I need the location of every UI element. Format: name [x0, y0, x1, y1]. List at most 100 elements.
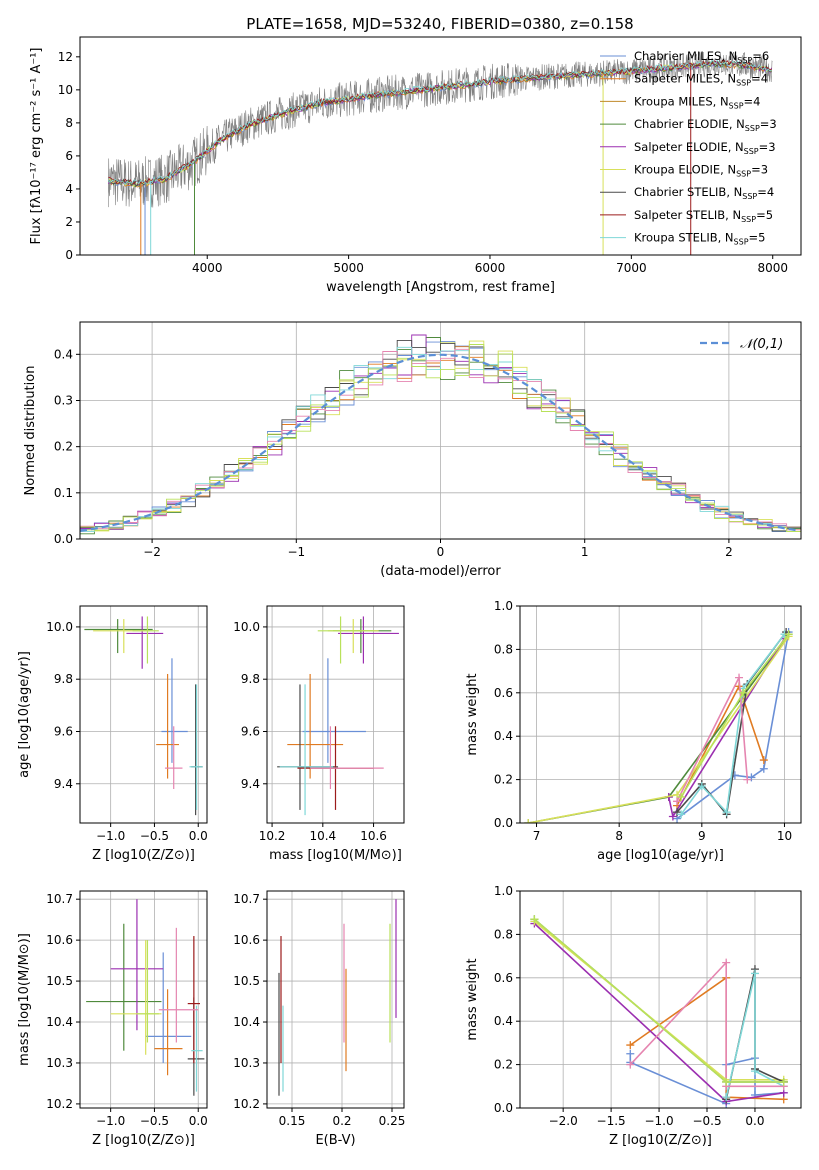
- y-tick-label: 10.2: [46, 1097, 73, 1111]
- x-tick-label: 9: [698, 829, 706, 843]
- mass-weight-marker: [759, 764, 768, 773]
- y-tick-label: 10.7: [233, 892, 260, 906]
- y-tick-label: 10.7: [46, 892, 73, 906]
- y-tick-label: 10.4: [46, 1015, 73, 1029]
- y-axis-label: mass [log10(M/M⊙)]: [17, 933, 32, 1066]
- mass-weight-marker: [626, 1049, 635, 1058]
- y-tick-label: 10.3: [233, 1056, 260, 1070]
- mass-weight-marker: [677, 810, 686, 819]
- mass-weight-marker: [779, 1077, 788, 1086]
- x-tick-label: 7000: [616, 261, 647, 275]
- x-tick-label: −1.5: [597, 1114, 626, 1128]
- y-tick-label: 10.5: [46, 974, 73, 988]
- panel-age-vs-z: −1.0 −0.5 0.0 9.4 9.6 9.8 10.0 Z [log10(Z/Z⊙)] a…: [17, 605, 208, 863]
- x-axis-label: E(B-V): [315, 1133, 355, 1148]
- y-axis-label: Flux [fλ10⁻¹⁷ erg cm⁻² s⁻¹ A⁻¹]: [29, 48, 44, 245]
- panel-massweight-vs-age: 7 8 9 10 0.0 0.2 0.4 0.6 0.8 1.0 age [log10(age/yr…: [465, 599, 802, 863]
- y-tick-label: 10.0: [46, 620, 73, 634]
- mass-weight-marker: [747, 773, 756, 782]
- y-tick-label: 0.8: [494, 927, 513, 941]
- mass-weight-marker: [524, 819, 533, 823]
- mass-weight-marker: [673, 797, 682, 806]
- y-tick-label: 10.6: [46, 933, 73, 947]
- mass-weight-line: [528, 633, 790, 823]
- legend-entry: Chabrier ELODIE, NSSP=3: [634, 117, 777, 133]
- x-axis-label: mass [log10(M/M⊙)]: [269, 848, 402, 863]
- x-tick-label: 6000: [475, 261, 506, 275]
- residual-histogram: [80, 339, 801, 532]
- mass-weight-marker: [739, 688, 748, 697]
- legend-entry: Kroupa ELODIE, NSSP=3: [634, 163, 768, 179]
- y-tick-label: 6: [65, 149, 73, 163]
- y-tick-label: 2: [65, 215, 73, 229]
- y-tick-label: 0: [65, 248, 73, 262]
- y-tick-label: 10.5: [233, 974, 260, 988]
- panel-spectrum: 4000 5000 6000 7000 8000 0 2 4 6 8 10 12 wavelength …: [29, 36, 802, 295]
- y-tick-label: 0.4: [494, 1014, 513, 1028]
- axes-frame: [79, 36, 802, 256]
- plot-area: [277, 616, 399, 816]
- x-axis-label: wavelength [Angstrom, rest frame]: [326, 280, 555, 295]
- mass-weight-marker: [668, 812, 677, 821]
- x-tick-label: −0.5: [692, 1114, 721, 1128]
- y-tick-label: 10.0: [233, 620, 260, 634]
- y-axis-label: mass weight: [465, 673, 480, 755]
- plot-area: [107, 51, 773, 255]
- x-axis-label: Z [log10(Z/Z⊙)]: [609, 1133, 712, 1148]
- x-axis-label: (data-model)/error: [380, 564, 501, 579]
- y-tick-label: 12: [58, 50, 73, 64]
- y-tick-label: 0.2: [494, 773, 513, 787]
- y-tick-label: 0.6: [494, 686, 513, 700]
- plot-area: [86, 899, 205, 1096]
- y-tick-label: 9.8: [241, 672, 260, 686]
- y-axis-label: mass weight: [465, 958, 480, 1040]
- x-tick-label: 0.0: [745, 1114, 764, 1128]
- plot-area: [84, 616, 203, 816]
- x-tick-label: −1: [287, 545, 305, 559]
- y-tick-label: 10.3: [46, 1056, 73, 1070]
- y-tick-label: 0.0: [494, 1101, 513, 1115]
- mass-weight-marker: [784, 630, 793, 639]
- x-tick-label: 8000: [757, 261, 788, 275]
- y-tick-label: 1.0: [494, 599, 513, 613]
- panel-mass-vs-z: −1.0 −0.5 0.0 10.2 10.3 10.4 10.5 10.6 10.7 Z [lo…: [17, 890, 208, 1148]
- y-tick-label: 0.0: [54, 532, 73, 546]
- axes-frame: [79, 890, 208, 1109]
- panel-mass-vs-ebv: 0.15 0.2 0.25 10.2 10.3 10.4 10.5 10.6 10.7 E(B-V…: [233, 890, 405, 1148]
- x-tick-label: 10: [777, 829, 792, 843]
- mass-weight-marker: [626, 1060, 635, 1069]
- legend-entry: Chabrier MILES, NSSP=6: [634, 49, 769, 65]
- legend-entry: Salpeter ELODIE, NSSP=3: [634, 140, 776, 156]
- y-tick-label: 9.4: [241, 777, 260, 791]
- x-axis-label: Z [log10(Z/Z⊙)]: [92, 848, 195, 863]
- x-tick-label: 0: [437, 545, 445, 559]
- y-tick-label: 4: [65, 182, 73, 196]
- residual-histogram: [80, 344, 801, 532]
- mass-weight-marker: [722, 1077, 731, 1086]
- mass-weight-marker: [750, 1067, 759, 1076]
- x-tick-label: 5000: [333, 261, 364, 275]
- x-tick-label: 0.0: [189, 1114, 208, 1128]
- y-tick-label: 0.2: [54, 440, 73, 454]
- legend-entry: Salpeter MILES, NSSP=4: [634, 72, 768, 88]
- x-tick-label: −1.0: [96, 1114, 125, 1128]
- y-tick-label: 10: [58, 83, 73, 97]
- mass-weight-marker: [722, 958, 731, 967]
- mass-weight-marker: [743, 775, 752, 784]
- x-tick-label: −2.0: [549, 1114, 578, 1128]
- mass-weight-marker: [677, 792, 686, 801]
- mass-weight-line: [528, 635, 790, 823]
- y-tick-label: 9.8: [54, 672, 73, 686]
- y-tick-label: 0.1: [54, 486, 73, 500]
- y-tick-label: 0.8: [494, 642, 513, 656]
- x-tick-label: 10.4: [309, 829, 336, 843]
- y-tick-label: 9.6: [54, 724, 73, 738]
- residual-histogram: [80, 346, 801, 532]
- y-tick-label: 10.6: [233, 933, 260, 947]
- residual-histogram: [80, 348, 801, 531]
- x-tick-label: 0.0: [189, 829, 208, 843]
- plot-area: [278, 899, 397, 1096]
- mass-weight-marker: [673, 808, 682, 817]
- x-tick-label: 10.2: [259, 829, 286, 843]
- figure-title: PLATE=1658, MJD=53240, FIBERID=0380, z=0…: [246, 15, 633, 33]
